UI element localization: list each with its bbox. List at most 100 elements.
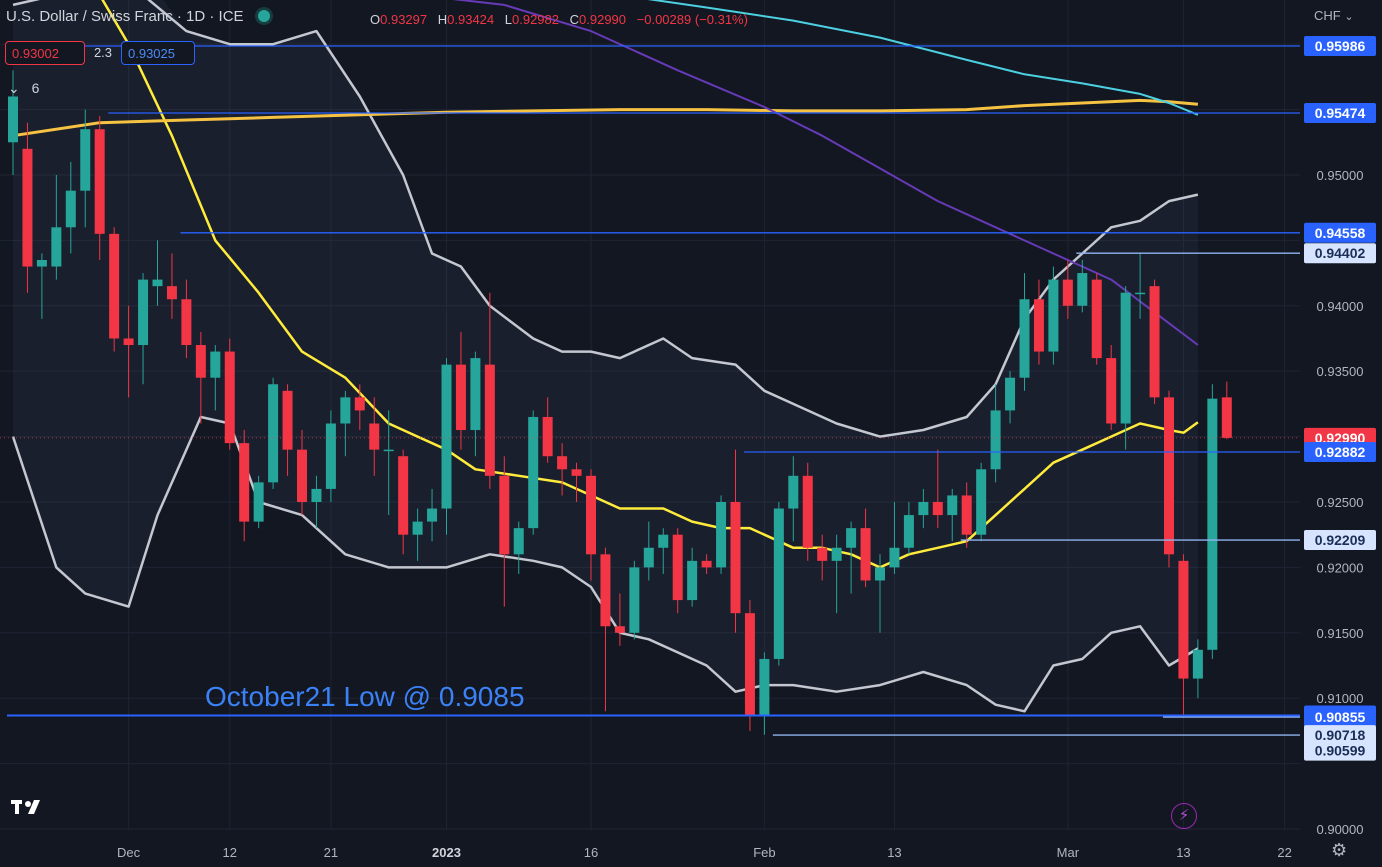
candle-body xyxy=(22,148,33,267)
candle xyxy=(1207,384,1218,659)
candle xyxy=(470,351,481,457)
lightning-icon[interactable]: ⚡︎ xyxy=(1171,803,1197,829)
candle-body xyxy=(427,508,438,522)
currency-selector[interactable]: CHF ⌄ xyxy=(1314,8,1354,23)
candle-body xyxy=(802,475,813,548)
sell-button[interactable]: 0.93002 xyxy=(5,41,85,65)
price-badge-bg xyxy=(1304,222,1376,243)
symbol-title[interactable]: U.S. Dollar / Swiss Franc · 1D · ICE xyxy=(6,8,244,25)
candle-body xyxy=(860,528,871,581)
candle xyxy=(1048,266,1059,365)
price-badge-bg xyxy=(1304,36,1376,56)
candle xyxy=(282,384,293,476)
candle-body xyxy=(166,286,177,300)
candle xyxy=(340,390,351,457)
candle-body xyxy=(1178,560,1189,679)
candle-body xyxy=(716,501,727,568)
candle xyxy=(643,521,654,581)
candle xyxy=(947,488,958,542)
chevron-down-icon: ⌄ xyxy=(8,80,20,96)
candle xyxy=(716,495,727,574)
tradingview-logo-icon[interactable] xyxy=(10,796,50,823)
candle-body xyxy=(8,96,18,143)
candle xyxy=(773,501,784,666)
y-tick-label: 0.91500 xyxy=(1317,626,1364,641)
candle-body xyxy=(1149,286,1160,398)
candle xyxy=(109,227,120,352)
candle-body xyxy=(1221,397,1232,438)
candle-body xyxy=(875,567,885,581)
candle-body xyxy=(181,299,192,346)
price-badge[interactable]: 0.90855 xyxy=(1304,707,1376,728)
candle-body xyxy=(614,626,625,633)
candle-body xyxy=(586,475,596,555)
candle xyxy=(831,534,842,614)
ohlc-open-value: 0.93297 xyxy=(380,12,428,27)
candle-body xyxy=(94,129,105,234)
candle-body xyxy=(643,547,654,568)
price-axis[interactable]: 0.95986 0.95474 0.94558 0.94402 0.929900.928… xyxy=(1304,36,1376,837)
price-badge[interactable]: 0.95986 xyxy=(1304,36,1376,56)
chart-annotation[interactable]: October21 Low @ 0.9085 xyxy=(205,681,525,712)
price-badge-bg xyxy=(1304,442,1376,463)
price-badge[interactable]: 0.94558 xyxy=(1304,222,1376,243)
candle xyxy=(94,116,105,260)
price-badge-label: 0.95986 xyxy=(1315,38,1366,54)
candle-body xyxy=(557,456,568,470)
price-badge-bg xyxy=(1304,707,1376,728)
candle xyxy=(542,397,553,463)
sma-100-line xyxy=(12,98,1199,138)
candles xyxy=(8,70,1232,735)
candle-body xyxy=(152,279,163,287)
candle xyxy=(499,456,510,607)
candle-body xyxy=(109,233,120,339)
x-tick-label: 21 xyxy=(324,845,338,860)
price-badge[interactable]: 0.95474 xyxy=(1304,102,1376,123)
price-badge[interactable]: 0.94402 xyxy=(1304,243,1376,264)
symbol-header[interactable]: U.S. Dollar / Swiss Franc · 1D · ICE xyxy=(6,8,284,25)
y-tick-label: 0.94000 xyxy=(1317,299,1364,314)
candle xyxy=(65,161,76,254)
candle-body xyxy=(224,351,235,444)
candle xyxy=(152,240,163,306)
candle-body xyxy=(210,351,221,378)
price-badge-bg xyxy=(1304,725,1376,746)
candle xyxy=(600,547,611,712)
x-tick-label: 13 xyxy=(1176,845,1190,860)
candle xyxy=(889,501,900,574)
candle xyxy=(398,449,409,555)
candle-body xyxy=(1048,279,1059,352)
x-tick-label: 2023 xyxy=(432,845,461,860)
candle xyxy=(8,70,18,175)
candle-body xyxy=(542,416,553,457)
price-badge-label: 0.92882 xyxy=(1315,444,1366,460)
x-tick-label: Feb xyxy=(753,845,775,860)
candle xyxy=(1106,345,1117,431)
candle xyxy=(1178,554,1189,718)
buy-button[interactable]: 0.93025 xyxy=(121,41,195,65)
x-tick-label: Mar xyxy=(1057,845,1080,860)
price-badge[interactable]: 0.90718 xyxy=(1304,725,1376,746)
candle xyxy=(788,456,799,542)
candle-body xyxy=(441,364,452,509)
candle xyxy=(875,554,885,633)
price-badge[interactable]: 0.92882 xyxy=(1304,442,1376,463)
candle-body xyxy=(1005,377,1016,411)
indicators-toggle[interactable]: ⌄ 6 xyxy=(8,80,39,97)
candle xyxy=(138,273,149,385)
candle xyxy=(181,279,192,359)
candle-body xyxy=(990,410,1001,470)
candle xyxy=(1149,279,1160,404)
candle xyxy=(1192,639,1203,699)
price-badge[interactable]: 0.90599 xyxy=(1304,740,1376,761)
time-axis[interactable]: Dec 12 21 2023 16 Feb 13 Mar 13 22 xyxy=(117,845,1292,860)
candle xyxy=(932,449,943,529)
candle xyxy=(672,528,683,614)
price-badge-bg xyxy=(1304,530,1376,551)
price-badge[interactable]: 0.92209 xyxy=(1304,530,1376,551)
gear-icon[interactable]: ⚙ xyxy=(1331,840,1348,860)
candle xyxy=(1091,273,1102,365)
candle-body xyxy=(600,554,611,627)
candle xyxy=(744,600,755,731)
